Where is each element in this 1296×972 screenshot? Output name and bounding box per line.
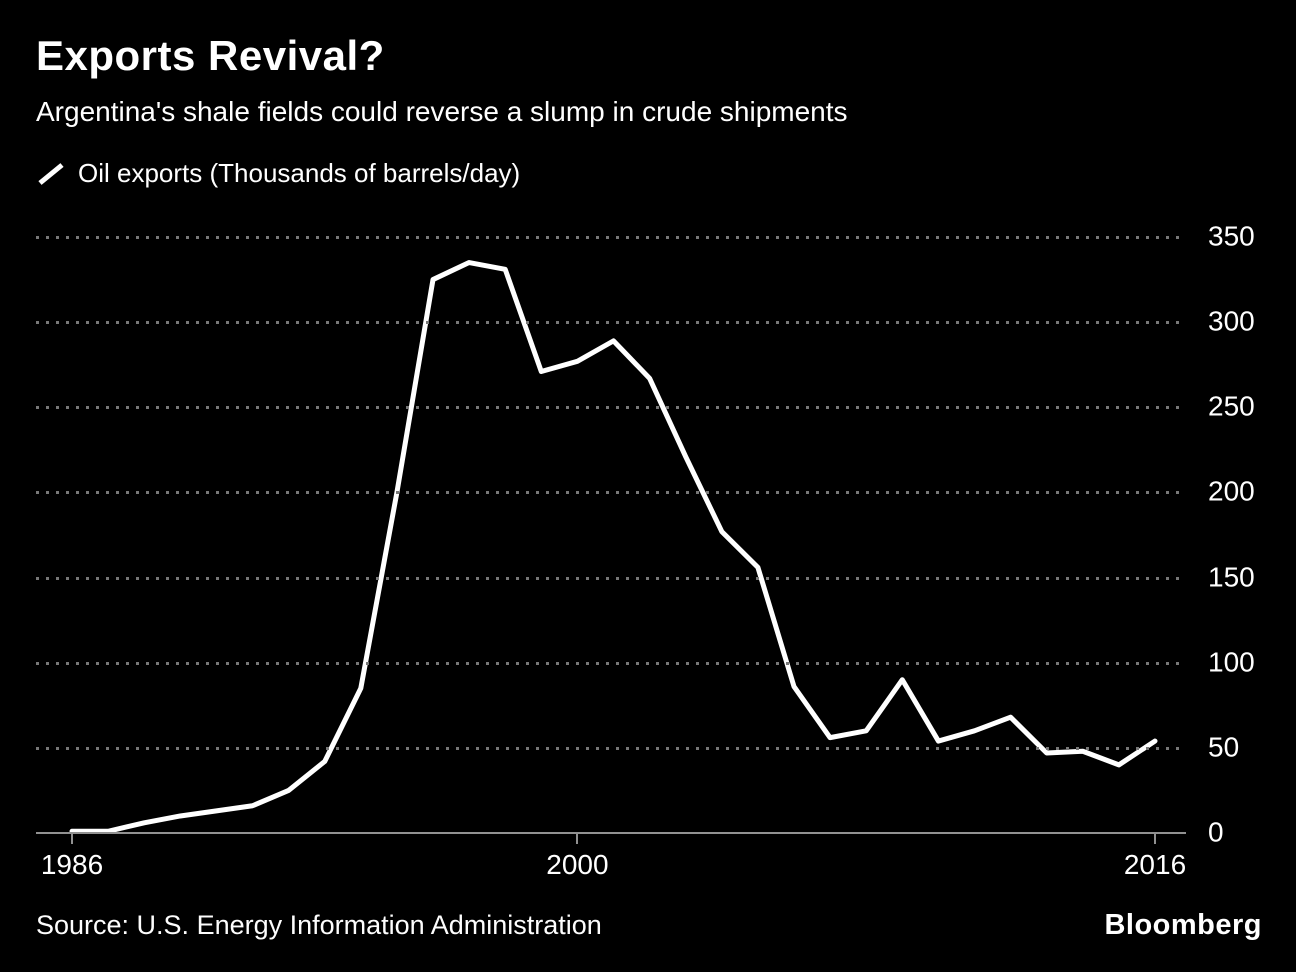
gridline <box>36 746 1186 750</box>
gridline <box>36 321 1186 325</box>
chart-subtitle: Argentina's shale fields could reverse a… <box>36 96 848 127</box>
gridline <box>36 661 1186 665</box>
line-chart <box>69 260 1158 834</box>
x-tick-label: 2016 <box>1123 849 1187 880</box>
y-tick-label: 50 <box>1208 731 1240 763</box>
y-tick-label: 250 <box>1208 390 1255 422</box>
y-tick-label: 350 <box>1208 220 1255 252</box>
x-tick-mark <box>1154 834 1156 844</box>
plot-area: 0 50 100 150 200 250 300 350 <box>36 220 1262 847</box>
x-tick-label: 2000 <box>546 849 609 880</box>
chart-legend: Oil exports (Thousands of barrels/day) <box>36 158 1262 189</box>
y-tick-label: 150 <box>1208 560 1255 592</box>
x-tick-mark <box>576 834 579 844</box>
x-tick-mark <box>71 834 73 844</box>
gridline <box>36 576 1186 580</box>
x-axis-line <box>36 832 1186 834</box>
footer: Source: U.S. Energy Information Administ… <box>36 909 1262 942</box>
oil-exports-line <box>69 260 1158 834</box>
legend-label: Oil exports (Thousands of barrels/day) <box>78 158 521 188</box>
source-attribution: Source: U.S. Energy Information Administ… <box>36 910 602 940</box>
y-tick-label: 0 <box>1208 816 1224 848</box>
line-key-icon <box>38 162 64 185</box>
gridline <box>36 236 1186 239</box>
y-tick-label: 200 <box>1208 475 1255 507</box>
y-tick-label: 100 <box>1208 646 1255 678</box>
x-tick-label: 1986 <box>40 849 104 880</box>
gridline <box>36 491 1186 495</box>
page-title: Exports Revival? <box>36 32 385 79</box>
bloomberg-logo: Bloomberg <box>1104 909 1262 941</box>
x-axis: 1986 2000 2016 <box>36 833 1262 893</box>
y-tick-label: 300 <box>1208 305 1255 337</box>
gridline <box>36 406 1186 410</box>
